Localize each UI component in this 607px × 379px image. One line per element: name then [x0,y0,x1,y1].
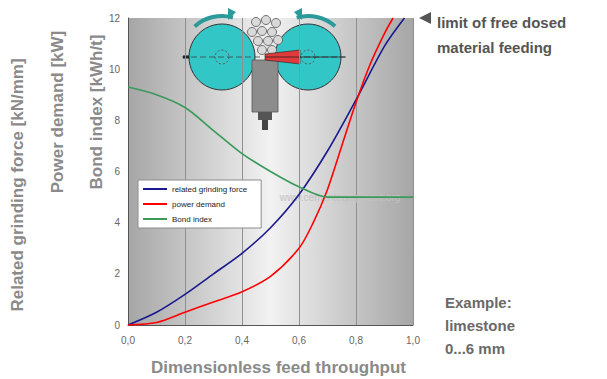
svg-text:Power demand [kW]: Power demand [kW] [48,31,67,193]
svg-text:0,8: 0,8 [349,335,363,346]
svg-text:Dimensionless feed throughput: Dimensionless feed throughput [151,358,406,377]
svg-text:0,6: 0,6 [292,335,306,346]
svg-text:6: 6 [114,166,120,177]
svg-text:limestone: limestone [445,317,515,334]
svg-text:0,2: 0,2 [178,335,192,346]
svg-text:www.cementequipment.org: www.cementequipment.org [279,191,401,203]
svg-text:0,4: 0,4 [235,335,249,346]
svg-text:0,0: 0,0 [121,335,135,346]
svg-text:10: 10 [109,64,121,75]
svg-text:4: 4 [114,217,120,228]
svg-text:Example:: Example: [445,294,512,311]
svg-text:0: 0 [114,320,120,331]
svg-text:material feeding: material feeding [437,39,552,56]
svg-text:Bond index [kWh/t]: Bond index [kWh/t] [87,35,106,190]
svg-text:limit of free dosed: limit of free dosed [437,14,566,31]
svg-text:2: 2 [114,268,120,279]
svg-text:Related grinding force [kN/mm]: Related grinding force [kN/mm] [8,58,27,311]
svg-text:8: 8 [114,115,120,126]
svg-text:related grinding force: related grinding force [172,185,248,194]
svg-text:1,0: 1,0 [406,335,420,346]
svg-text:power demand: power demand [172,200,225,209]
svg-text:12: 12 [109,13,121,24]
svg-text:0...6 mm: 0...6 mm [445,340,505,357]
svg-text:Bond index: Bond index [172,215,212,224]
